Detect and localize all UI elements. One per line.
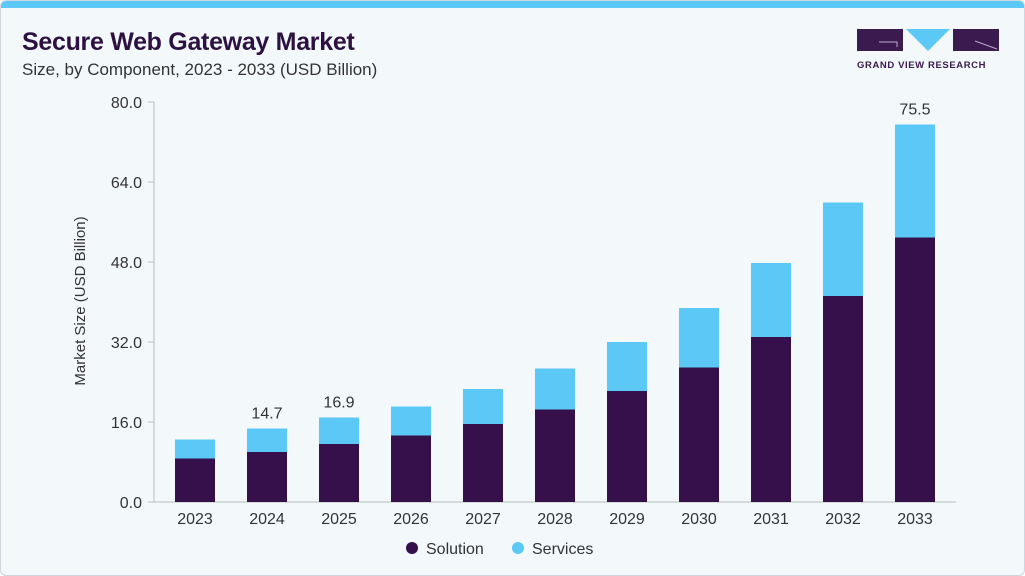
- y-tick-label: 64.0: [111, 175, 142, 192]
- bar-services-2023: [175, 439, 215, 459]
- bar-services-2032: [823, 202, 863, 296]
- y-tick-label: 0.0: [120, 495, 142, 512]
- data-label-2033: 75.5: [899, 102, 930, 119]
- x-tick-label: 2023: [177, 511, 213, 528]
- bar-solution-2030: [679, 367, 719, 502]
- bar-services-2030: [679, 308, 719, 368]
- bar-services-2025: [319, 417, 359, 444]
- x-tick-label: 2032: [825, 511, 861, 528]
- y-tick-label: 80.0: [111, 95, 142, 112]
- bar-solution-2029: [607, 391, 647, 502]
- x-tick-label: 2033: [897, 511, 933, 528]
- logo-text: GRAND VIEW RESEARCH: [857, 60, 987, 71]
- x-tick-label: 2031: [753, 511, 789, 528]
- legend-label-solution: Solution: [426, 541, 484, 558]
- bar-solution-2031: [751, 337, 791, 502]
- y-axis-label: Market Size (USD Billion): [72, 216, 89, 385]
- x-tick-label: 2026: [393, 511, 429, 528]
- y-tick-label: 48.0: [111, 255, 142, 272]
- bar-solution-2032: [823, 296, 863, 502]
- bar-solution-2027: [463, 424, 503, 502]
- bar-solution-2033: [895, 237, 935, 502]
- chart-subtitle: Size, by Component, 2023 - 2033 (USD Bil…: [22, 60, 378, 79]
- bar-solution-2025: [319, 444, 359, 502]
- grand-view-research-logo: [857, 29, 999, 51]
- bar-services-2027: [463, 389, 503, 424]
- bar-services-2031: [751, 263, 791, 337]
- bar-solution-2026: [391, 435, 431, 502]
- legend-marker-services: [512, 542, 524, 554]
- bar-services-2026: [391, 406, 431, 436]
- bar-solution-2023: [175, 458, 215, 502]
- data-label-2025: 16.9: [323, 395, 354, 412]
- legend-label-services: Services: [532, 541, 593, 558]
- y-tick-label: 16.0: [111, 415, 142, 432]
- x-tick-label: 2029: [609, 511, 645, 528]
- chart-title: Secure Web Gateway Market: [22, 28, 355, 56]
- data-label-2024: 14.7: [251, 406, 282, 423]
- x-tick-label: 2027: [465, 511, 501, 528]
- legend-marker-solution: [406, 542, 418, 554]
- accent-bar: [1, 1, 1024, 8]
- x-tick-label: 2024: [249, 511, 285, 528]
- bar-solution-2024: [247, 452, 287, 502]
- x-tick-label: 2030: [681, 511, 717, 528]
- y-tick-label: 32.0: [111, 335, 142, 352]
- bar-services-2028: [535, 368, 575, 410]
- x-tick-label: 2028: [537, 511, 573, 528]
- bar-services-2029: [607, 342, 647, 391]
- bar-services-2033: [895, 124, 935, 238]
- x-tick-label: 2025: [321, 511, 357, 528]
- bar-services-2024: [247, 428, 287, 452]
- bar-solution-2028: [535, 409, 575, 502]
